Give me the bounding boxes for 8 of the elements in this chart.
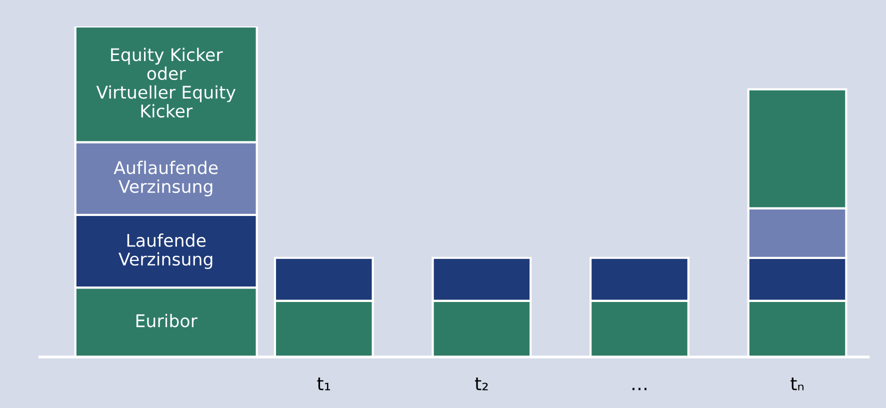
series-label: Euribor xyxy=(136,314,198,328)
series-label: Auflaufende Verzinsung xyxy=(114,160,218,196)
x-tick-label: … xyxy=(632,388,646,390)
series-label: Laufende Verzinsung xyxy=(118,233,212,270)
x-tick-label: t₂ xyxy=(475,377,488,390)
series-label: Equity Kicker oder Virtueller Equity Kicker xyxy=(96,48,236,118)
x-tick-label: t₁ xyxy=(317,377,330,390)
x-tick-label: tₙ xyxy=(790,377,804,390)
